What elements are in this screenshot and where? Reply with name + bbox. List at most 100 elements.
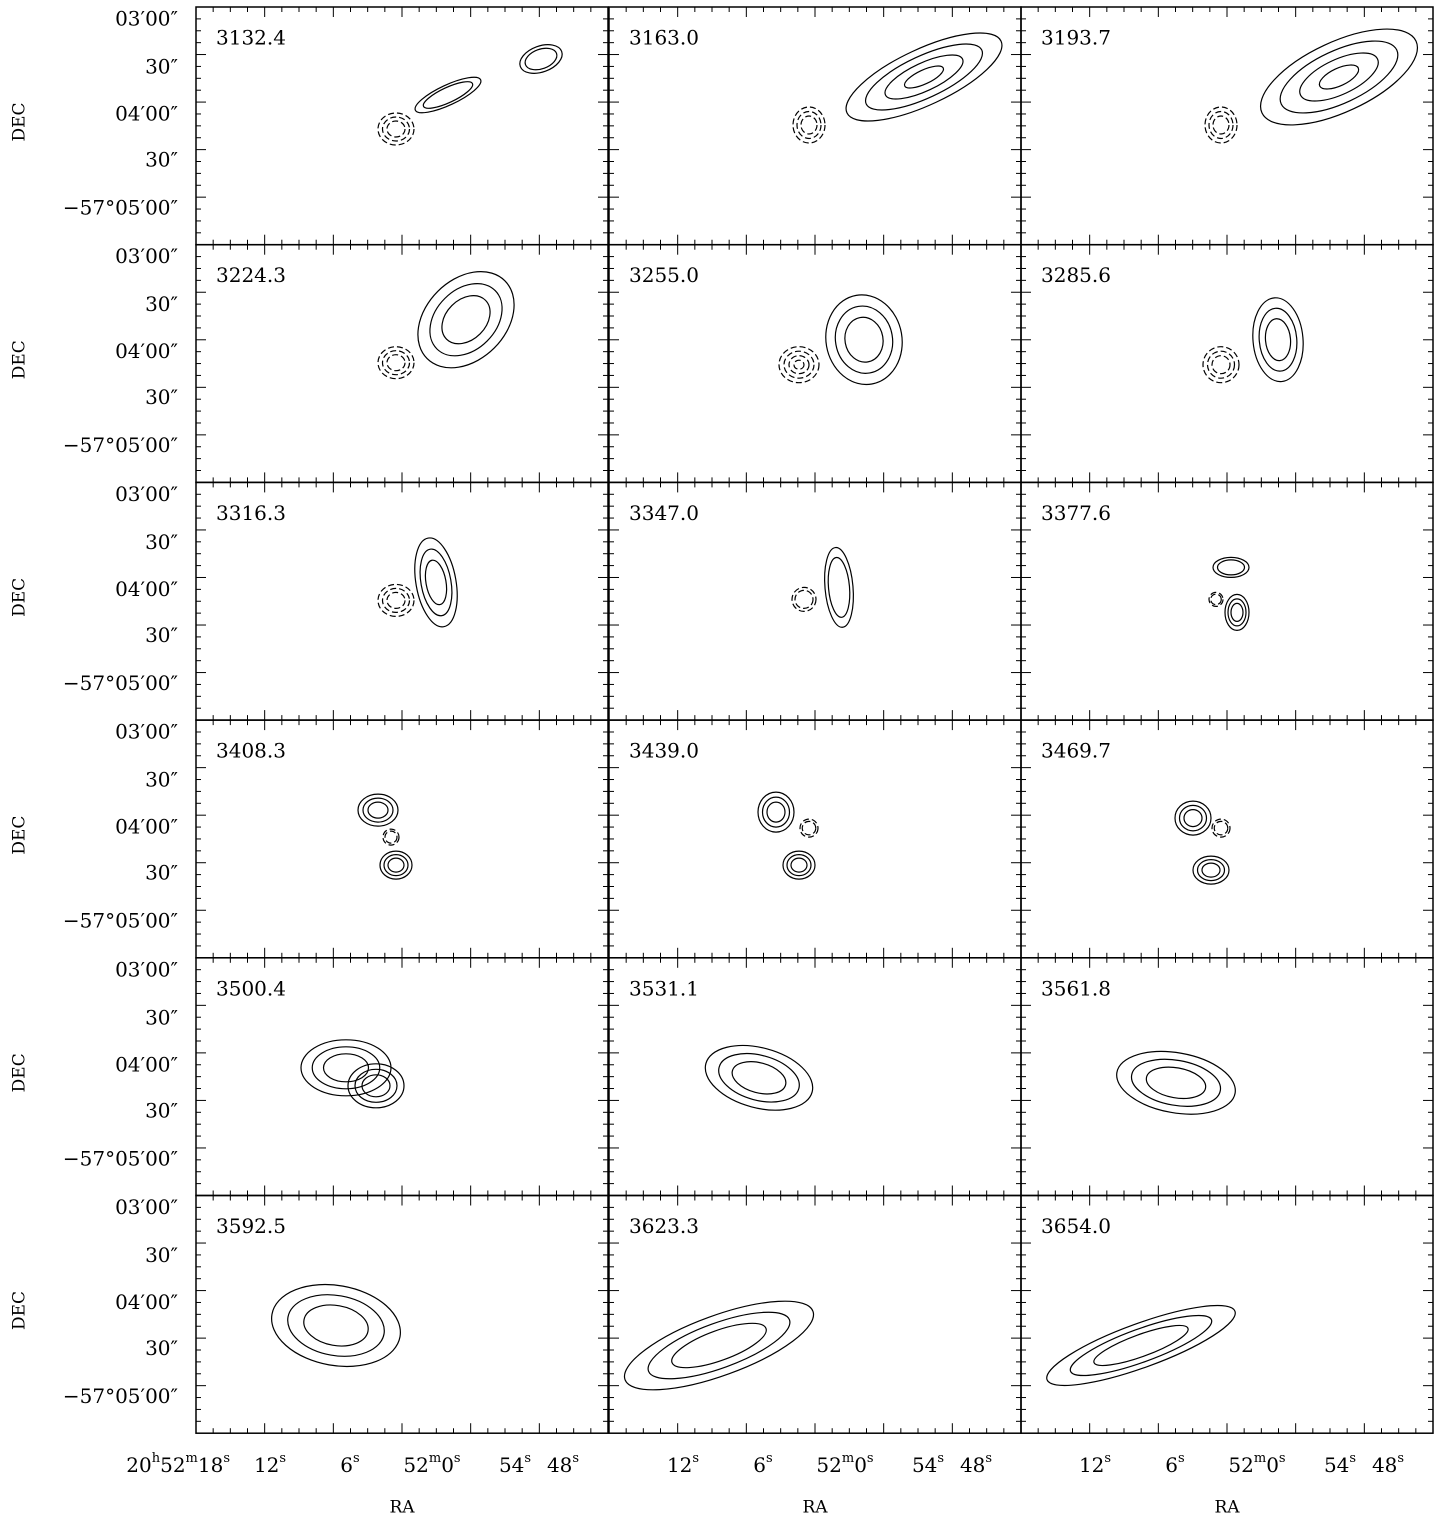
- ra-tick-label: 12s: [254, 1451, 286, 1477]
- ra-tick-label: 48s: [1372, 1451, 1404, 1477]
- contour: [378, 347, 414, 379]
- ra-tick-value: 6: [340, 1453, 353, 1477]
- ra-tick-value: 48: [1372, 1453, 1397, 1477]
- contour: [265, 1275, 407, 1376]
- velocity-label: 3408.3: [216, 739, 286, 763]
- ra-tick-label: 12s: [667, 1451, 699, 1477]
- contour: [1040, 1291, 1243, 1401]
- ra-axis-label: RA: [802, 1498, 828, 1518]
- contour: [1270, 26, 1408, 127]
- dec-axis-label: DEC: [10, 578, 30, 617]
- ra-tick-unit: s: [454, 1451, 461, 1466]
- dec-tick-label: 30″: [145, 1243, 178, 1267]
- contour: [1212, 356, 1230, 374]
- velocity-label: 3377.6: [1041, 501, 1111, 525]
- ra-tick-unit: s: [223, 1451, 230, 1466]
- contour: [358, 794, 398, 826]
- dec-tick-label: 30″: [145, 530, 178, 554]
- contour: [432, 286, 499, 353]
- velocity-label: 3132.4: [216, 26, 286, 50]
- panel: 3224.303′00″30″04′00″30″−57°05′00″DEC: [10, 244, 609, 482]
- dec-tick-label: 30″: [145, 623, 178, 647]
- ra-tick-value: 6: [753, 1453, 766, 1477]
- ra-tick-label: 54s: [499, 1451, 531, 1477]
- contour: [902, 62, 946, 93]
- contour: [387, 355, 405, 371]
- ra-tick-label: 54s: [1324, 1451, 1356, 1477]
- panel: 3347.0: [609, 482, 1021, 720]
- ra-tick-unit: s: [1349, 1451, 1356, 1466]
- panel: 3163.0: [609, 7, 1021, 245]
- contour: [830, 302, 898, 378]
- ra-tick-value: 48: [960, 1453, 985, 1477]
- contour: [1065, 1304, 1217, 1386]
- dec-tick-label: 03′00″: [115, 482, 178, 506]
- ra-tick-unit: s: [1104, 1451, 1111, 1466]
- ra-tick-value: 54: [912, 1453, 937, 1477]
- contour: [415, 547, 456, 619]
- contour: [857, 31, 990, 123]
- contour: [641, 1299, 797, 1393]
- dec-tick-label: 04′00″: [115, 339, 178, 363]
- contour: [615, 1283, 823, 1408]
- dec-tick-label: 30″: [145, 1005, 178, 1029]
- ra-tick-unit: m: [1254, 1451, 1266, 1466]
- contour: [1203, 347, 1239, 383]
- ra-tick-value: 12: [254, 1453, 279, 1477]
- velocity-label: 3316.3: [216, 501, 286, 525]
- ra-tick-label: 6s: [753, 1451, 772, 1477]
- ra-tick-label: 6s: [1165, 1451, 1184, 1477]
- ra-axis-label: RA: [1214, 1498, 1240, 1518]
- dec-tick-label: 03′00″: [115, 720, 178, 744]
- dec-axis-label: DEC: [10, 816, 30, 855]
- panel: 3500.403′00″30″04′00″30″−57°05′00″DEC: [10, 957, 609, 1195]
- panel: 3439.0: [609, 720, 1021, 958]
- ra-axis-label: RA: [389, 1498, 415, 1518]
- dec-tick-label: 03′00″: [115, 957, 178, 981]
- contour: [767, 802, 785, 822]
- contour: [1175, 801, 1211, 835]
- ra-tick-unit: s: [572, 1451, 579, 1466]
- contour: [835, 16, 1013, 139]
- ra-tick-unit: s: [985, 1451, 992, 1466]
- panel: 3469.7: [1021, 720, 1433, 958]
- dec-tick-label: 03′00″: [115, 244, 178, 268]
- ra-tick-label: 52m0s: [816, 1451, 873, 1477]
- velocity-label: 3224.3: [216, 263, 286, 287]
- ra-tick-value: 18: [198, 1453, 223, 1477]
- ra-tick-unit: s: [867, 1451, 874, 1466]
- contour: [312, 1047, 380, 1089]
- ra-tick-value: 20: [126, 1453, 151, 1477]
- panel: 3316.303′00″30″04′00″30″−57°05′00″DEC: [10, 482, 609, 720]
- ra-tick-label: 12s: [1079, 1451, 1111, 1477]
- ra-tick-value: 52: [160, 1453, 185, 1477]
- ra-tick-unit: s: [692, 1451, 699, 1466]
- ra-tick-unit: s: [353, 1451, 360, 1466]
- contour: [1247, 9, 1431, 144]
- contour: [1202, 863, 1220, 877]
- dec-tick-label: 04′00″: [115, 1290, 178, 1314]
- contour: [1264, 318, 1293, 362]
- contour: [1211, 594, 1222, 605]
- ra-tick-unit: m: [429, 1451, 441, 1466]
- contour: [1205, 107, 1237, 143]
- dec-tick-label: 30″: [145, 861, 178, 885]
- panel: 3531.1: [609, 958, 1021, 1196]
- channel-map-figure: 3132.403′00″30″04′00″30″−57°05′00″DEC316…: [0, 0, 1444, 1523]
- panel: 3132.403′00″30″04′00″30″−57°05′00″DEC: [10, 7, 609, 245]
- ra-tick-unit: s: [524, 1451, 531, 1466]
- ra-tick-value: 48: [547, 1453, 572, 1477]
- contour: [283, 1287, 389, 1363]
- panel: 3654.0: [1021, 1196, 1433, 1434]
- panel: 3592.503′00″30″04′00″30″−57°05′00″DEC: [10, 1195, 609, 1433]
- panel: 3561.8: [1021, 958, 1433, 1196]
- ra-tick-value: 52: [1228, 1453, 1253, 1477]
- ra-tick-unit: s: [766, 1451, 773, 1466]
- dec-tick-label: 30″: [145, 1336, 178, 1360]
- velocity-label: 3531.1: [629, 976, 699, 1000]
- panel: 3408.303′00″30″04′00″30″−57°05′00″DEC: [10, 720, 609, 958]
- velocity-label: 3285.6: [1041, 263, 1111, 287]
- contour: [380, 851, 412, 879]
- contour: [667, 1314, 771, 1376]
- contour: [324, 1054, 369, 1082]
